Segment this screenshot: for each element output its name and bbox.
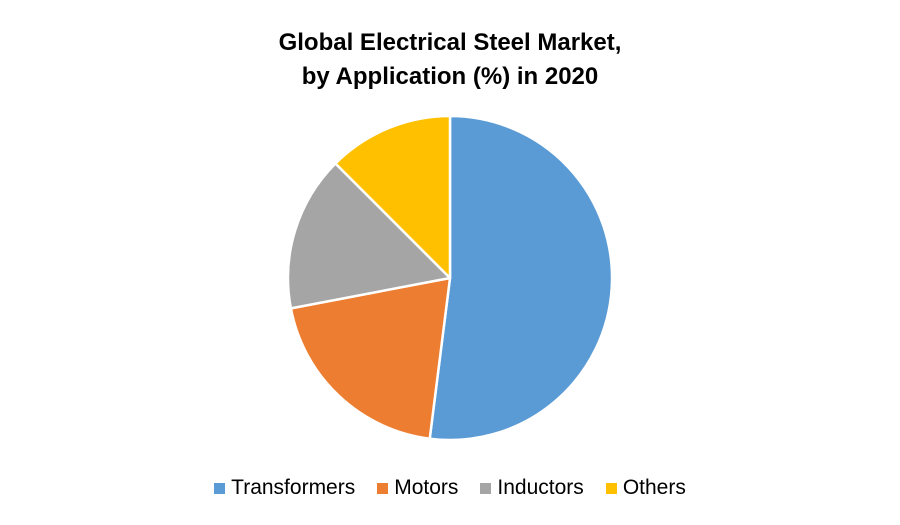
legend-swatch-inductors (480, 482, 492, 494)
pie-slice-motors (289, 276, 452, 440)
pie-slice-inductors (286, 162, 452, 310)
legend-label-transformers: Transformers (231, 476, 356, 499)
legend-label-inductors: Inductors (497, 476, 584, 499)
pie-slice-transformers (428, 114, 614, 442)
legend: Transformers Motors Inductors Others (0, 476, 900, 500)
chart-title-line-2: by Application (%) in 2020 (301, 63, 599, 90)
legend-swatch-transformers (214, 482, 226, 494)
legend-label-motors: Motors (394, 476, 459, 499)
legend-item-inductors: Inductors (480, 476, 584, 500)
legend-swatch-motors (377, 482, 389, 494)
legend-item-transformers: Transformers (214, 476, 355, 500)
legend-label-others: Others (622, 476, 686, 499)
legend-item-motors: Motors (377, 476, 458, 500)
pie-slice-others (334, 114, 452, 280)
chart-title-line-1: Global Electrical Steel Market, (278, 29, 622, 56)
legend-item-others: Others (605, 476, 686, 500)
chart-title: Global Electrical Steel Market, by Appli… (0, 26, 900, 94)
legend-swatch-others (605, 482, 617, 494)
